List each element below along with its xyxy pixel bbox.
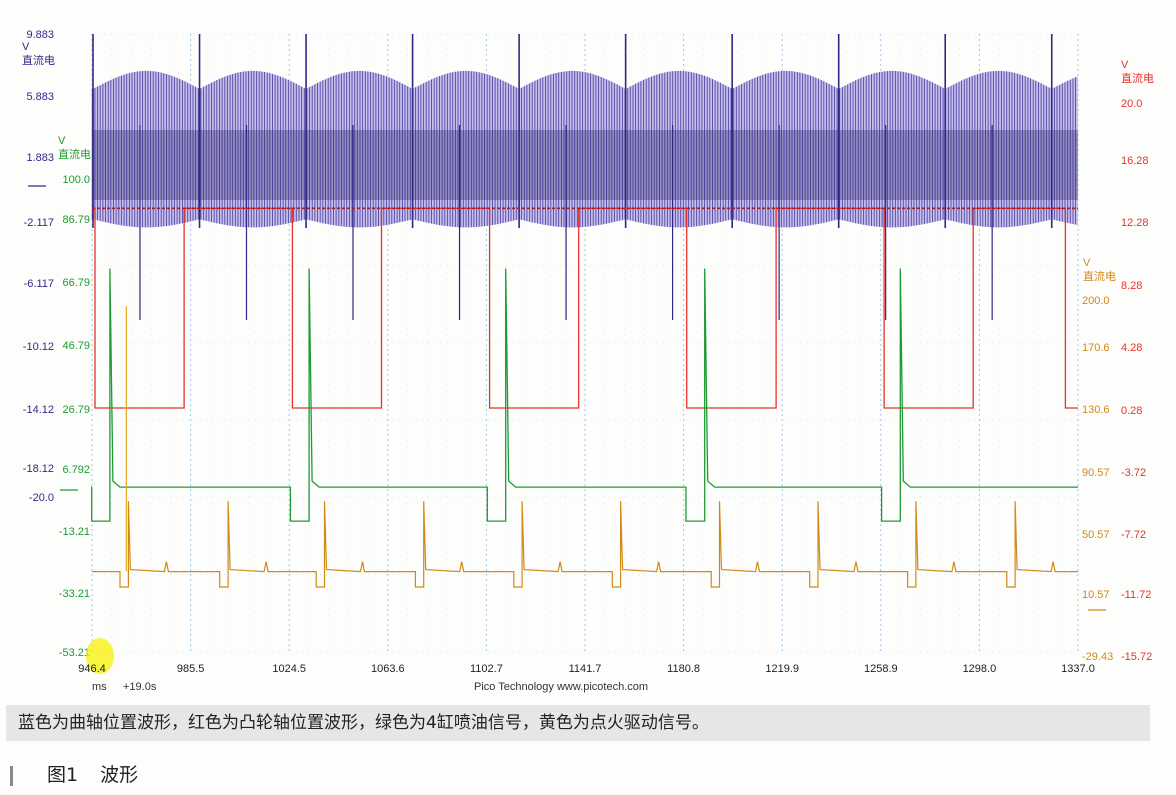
red-tick-label: -7.72 [1121, 529, 1146, 541]
ignition-waveform [92, 501, 1078, 588]
x-tick-label: 1102.7 [470, 663, 503, 675]
green-tick-label: -53.21 [59, 647, 90, 659]
x-tick-label: 1258.9 [864, 663, 898, 675]
orange-tick-label: 90.57 [1082, 467, 1110, 479]
x-tick-label: 1024.5 [272, 663, 306, 675]
blue-tick-label: -10.12 [23, 341, 54, 353]
x-unit-label: ms [92, 681, 107, 693]
orange-unit-label: V [1083, 257, 1091, 269]
red-unit-sub-label: 直流电 [1121, 71, 1154, 85]
green-tick-label: 100.0 [62, 174, 90, 186]
blue-tick-label: -14.12 [23, 404, 54, 416]
green-tick-label: 6.792 [62, 464, 90, 476]
orange-tick-label: 130.6 [1082, 404, 1110, 416]
x-tick-label: 946.4 [78, 663, 106, 675]
figure-caption: 蓝色为曲轴位置波形，红色为凸轮轴位置波形，绿色为4缸喷油信号，黄色为点火驱动信号… [6, 705, 1150, 741]
x-start-highlight [86, 638, 114, 674]
figure-marker [10, 765, 13, 786]
blue-tick-label: -18.12 [23, 463, 54, 475]
x-tick-label: 1298.0 [963, 663, 997, 675]
red-tick-label: 12.28 [1121, 217, 1149, 229]
red-tick-label: -3.72 [1121, 467, 1146, 479]
orange-tick-label: -29.43 [1082, 651, 1113, 663]
red-tick-label: 20.0 [1121, 98, 1142, 110]
x-tick-label: 1337.0 [1061, 663, 1095, 675]
red-tick-label: -11.72 [1121, 589, 1151, 601]
blue-unit-label: V [22, 41, 30, 53]
green-tick-label: -33.21 [59, 588, 90, 600]
red-tick-label: 8.28 [1121, 280, 1142, 292]
red-unit-label: V [1121, 59, 1129, 71]
green-tick-label: 86.79 [62, 214, 90, 226]
series-layer [91, 34, 1078, 588]
blue-tick-label: -20.0 [29, 492, 54, 504]
green-tick-label: 46.79 [62, 340, 90, 352]
x-tick-label: 1141.7 [569, 663, 602, 675]
orange-tick-label: 10.57 [1082, 589, 1110, 601]
x-tick-label: 1180.8 [667, 663, 700, 675]
blue-tick-label: -2.117 [24, 217, 54, 229]
figure-number: 图1 [47, 764, 79, 786]
footer-credit: Pico Technology www.picotech.com [474, 681, 648, 693]
blue-tick-label: -6.117 [24, 278, 54, 290]
waveform-chart: 9.883 5.883 1.883 -2.117 -6.117 -10.12 -14.12 -… [22, 29, 1154, 693]
green-tick-label: 26.79 [62, 404, 90, 416]
green-tick-label: -13.21 [59, 526, 90, 538]
figure-title: 波形 [100, 764, 139, 786]
x-offset-label: +19.0s [123, 681, 157, 693]
red-tick-label: -15.72 [1121, 651, 1152, 663]
green-tick-label: 66.79 [62, 277, 90, 289]
orange-tick-label: 50.57 [1082, 529, 1110, 541]
blue-tick-label: 5.883 [26, 91, 54, 103]
orange-tick-label: 170.6 [1082, 342, 1110, 354]
x-tick-label: 1063.6 [371, 663, 405, 675]
blue-tick-label: 1.883 [26, 152, 54, 164]
blue-tick-label: 9.883 [26, 29, 54, 41]
crank-waveform-core [92, 130, 1078, 200]
red-tick-label: 0.28 [1121, 405, 1142, 417]
injector-waveform [91, 268, 1078, 522]
red-tick-label: 4.28 [1121, 342, 1142, 354]
x-tick-label: 985.5 [177, 663, 205, 675]
orange-tick-label: 200.0 [1082, 295, 1110, 307]
red-tick-label: 16.28 [1121, 155, 1149, 167]
blue-unit-sub-label: 直流电 [22, 53, 55, 67]
x-tick-label: 1219.9 [765, 663, 799, 675]
orange-unit-sub-label: 直流电 [1083, 269, 1116, 283]
x-axis-ticks: 946.4 985.5 1024.5 1063.6 1102.7 1141.7 1180.8… [78, 638, 1095, 675]
axis-tick-labels: 9.883 5.883 1.883 -2.117 -6.117 -10.12 -14.12 -… [22, 29, 1154, 663]
cam-waveform [92, 207, 1078, 409]
figure-label: 图1 波形 [10, 760, 138, 787]
green-unit-label: V [58, 135, 66, 147]
green-unit-sub-label: 直流电 [58, 147, 91, 161]
